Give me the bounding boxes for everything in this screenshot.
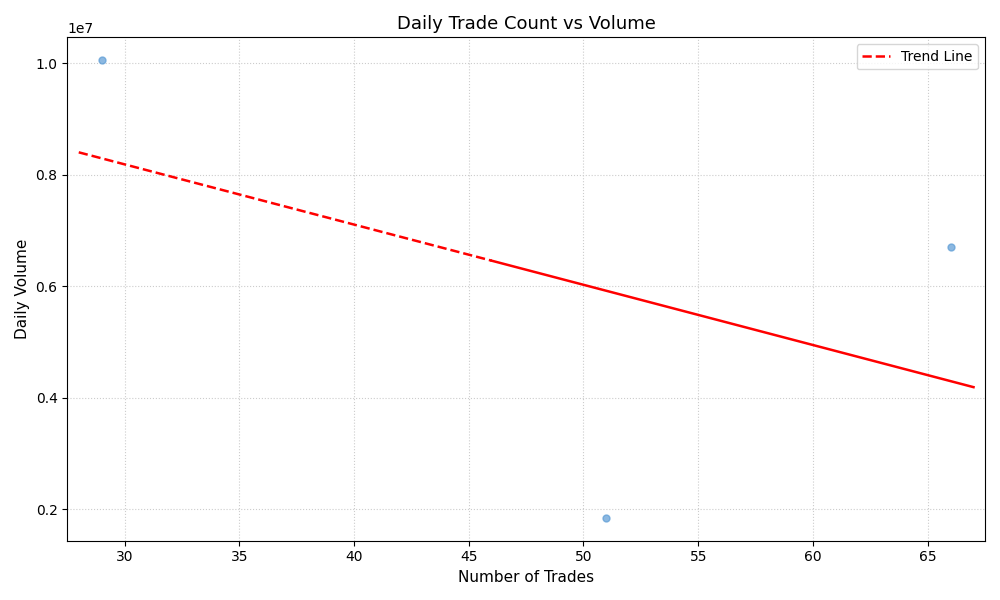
Title: Daily Trade Count vs Volume: Daily Trade Count vs Volume xyxy=(397,15,656,33)
Legend: Trend Line: Trend Line xyxy=(857,44,978,70)
Trend Line xyxy=(486,257,498,265)
Trend Line xyxy=(98,155,110,163)
Line: Trend Line: Trend Line xyxy=(79,152,492,261)
Trend Line xyxy=(73,149,85,156)
Trend Line xyxy=(183,178,195,185)
Trend Line xyxy=(150,169,162,176)
Trend Line xyxy=(465,251,477,259)
Trend Line xyxy=(450,248,462,255)
Point xyxy=(94,55,110,65)
X-axis label: Number of Trades: Number of Trades xyxy=(458,570,594,585)
Point xyxy=(943,242,959,252)
Y-axis label: Daily Volume: Daily Volume xyxy=(15,239,30,339)
Trend Line xyxy=(89,153,101,160)
Point xyxy=(598,513,614,523)
